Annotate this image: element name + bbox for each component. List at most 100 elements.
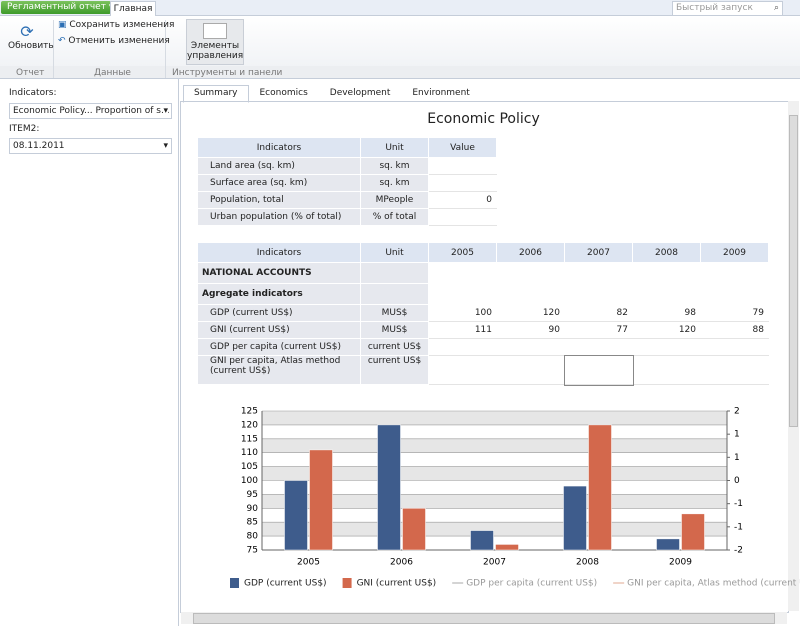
row: NATIONAL ACCOUNTS — [197, 262, 769, 284]
cancel-button[interactable]: ↶ Отменить изменения — [58, 36, 170, 46]
y-tick-label: 90 — [247, 504, 259, 514]
y-tick-label: 75 — [247, 546, 258, 556]
cell: GDP (current US$) — [197, 304, 361, 322]
y2-tick-label: 2 — [734, 407, 740, 417]
y-tick-label: 85 — [247, 518, 258, 528]
bar — [377, 424, 401, 551]
x-tick-label: 2005 — [297, 558, 320, 568]
y-tick-label: 115 — [241, 434, 258, 444]
legend-label: GDP (current US$) — [244, 579, 327, 589]
ribbon-groups: Отчет Данные Инструменты и панели — [0, 66, 800, 79]
search-placeholder: Быстрый запуск — [676, 3, 753, 13]
row: Land area (sq. km) sq. km — [197, 157, 497, 175]
report-title: Economic Policy — [427, 111, 540, 127]
cell: Agregate indicators — [197, 283, 361, 305]
controls-label: Элементы управления — [187, 41, 244, 61]
bar — [402, 508, 426, 551]
grid-band — [262, 411, 727, 425]
sidebar — [0, 79, 179, 626]
scroll-thumb[interactable] — [193, 613, 775, 624]
y-tick-label: 110 — [241, 448, 258, 458]
refresh-label: Обновить — [8, 41, 54, 51]
save-button[interactable]: ▣ Сохранить изменения — [58, 20, 175, 30]
x-tick-label: 2008 — [576, 558, 599, 568]
bar — [470, 530, 494, 551]
row: GDP per capita (current US$) current US$ — [197, 338, 769, 356]
cell: current US$ — [360, 355, 429, 385]
scroll-thumb[interactable] — [789, 115, 798, 427]
y2-tick-label: -1 — [734, 499, 743, 509]
item2-select[interactable]: 08.11.2011 ▾ — [9, 138, 172, 154]
tab[interactable]: Summary — [183, 85, 249, 103]
cell: GNI (current US$) — [197, 321, 361, 339]
bar — [588, 424, 612, 551]
legend-symbol — [230, 578, 239, 588]
y-tick-label: 125 — [241, 407, 258, 417]
cell: NATIONAL ACCOUNTS — [197, 262, 361, 284]
cell — [496, 355, 565, 385]
select-value: 08.11.2011 — [13, 141, 65, 151]
refresh-button[interactable]: ⟳ Обновить — [8, 22, 54, 51]
tab-strip: Summary Economics Development Environment — [183, 85, 481, 103]
field-label: Indicators: — [9, 88, 57, 98]
y-tick-label: 100 — [241, 476, 258, 486]
row: Population, total MPeople 0 — [197, 191, 497, 209]
field-label: ITEM2: — [9, 124, 40, 134]
legend-symbol — [342, 578, 352, 588]
group-label: Отчет — [16, 68, 45, 78]
controls-button[interactable]: Элементы управления — [186, 19, 244, 65]
bar — [681, 513, 705, 551]
group-label: Инструменты и панели — [172, 68, 283, 78]
table: Indicators Unit 2005 2006 2007 2008 2009 NATION… — [197, 242, 769, 386]
h-scrollbar[interactable] — [181, 612, 787, 624]
header-cell: Unit — [360, 137, 429, 158]
y2-tick-label: -1 — [734, 522, 743, 532]
tab[interactable]: Environment — [412, 88, 470, 98]
x-tick-label: 2009 — [669, 558, 692, 568]
row: Agregate indicators — [197, 283, 769, 305]
cell: Urban population (% of total) — [197, 208, 361, 226]
cancel-label: Отменить изменения — [68, 36, 170, 46]
search-box[interactable]: Быстрый запуск ⌕ — [672, 1, 783, 16]
separator — [165, 20, 166, 78]
cell: GNI per capita, Atlas method (current US… — [197, 355, 361, 385]
header-cell: Unit — [360, 242, 429, 263]
ribbon — [0, 16, 800, 66]
cell — [360, 283, 429, 305]
y-tick-label: 105 — [241, 462, 258, 472]
y-tick-label: 95 — [247, 490, 258, 500]
header-cell: 2007 — [564, 242, 633, 263]
cell: current US$ — [360, 338, 429, 356]
bar — [563, 485, 587, 551]
tab[interactable]: Development — [329, 88, 391, 98]
save-label: Сохранить изменения — [69, 20, 175, 30]
y2-tick-label: -2 — [734, 546, 743, 556]
bar — [309, 449, 333, 551]
ribbon-tab[interactable]: Главная — [110, 1, 156, 16]
y-tick-label: 120 — [241, 420, 258, 430]
cell: GDP per capita (current US$) — [197, 338, 361, 356]
separator — [53, 20, 54, 78]
bar — [495, 544, 519, 551]
y2-tick-label: 1 — [734, 430, 740, 440]
bar — [656, 538, 680, 551]
y-tick-label: 80 — [247, 532, 259, 542]
header-row: Indicators Unit 2005 2006 2007 2008 2009 — [197, 242, 769, 263]
y2-tick-label: 0 — [734, 476, 740, 486]
header-cell: Indicators — [197, 242, 361, 263]
cell: sq. km — [360, 174, 429, 192]
v-scrollbar[interactable] — [788, 101, 799, 611]
legend-label: GDP per capita (current US$) — [466, 579, 597, 589]
row: GNI (current US$) MUS$ 111 90 77 120 88 — [197, 321, 769, 339]
tab[interactable]: Economics — [259, 88, 308, 98]
cell — [700, 355, 769, 385]
indicators-select[interactable]: Economic Policy... Proportion of s... (1… — [9, 103, 172, 119]
table: Indicators Unit Value Land area (sq. km) sq.… — [197, 137, 497, 226]
cell: % of total — [360, 208, 429, 226]
row: GNI per capita, Atlas method (current US… — [197, 354, 769, 386]
bar — [284, 480, 308, 551]
row: GDP (current US$) MUS$ 100 120 82 98 79 — [197, 304, 769, 322]
legend-label: GNI per capita, Atlas method (current US… — [627, 579, 800, 589]
